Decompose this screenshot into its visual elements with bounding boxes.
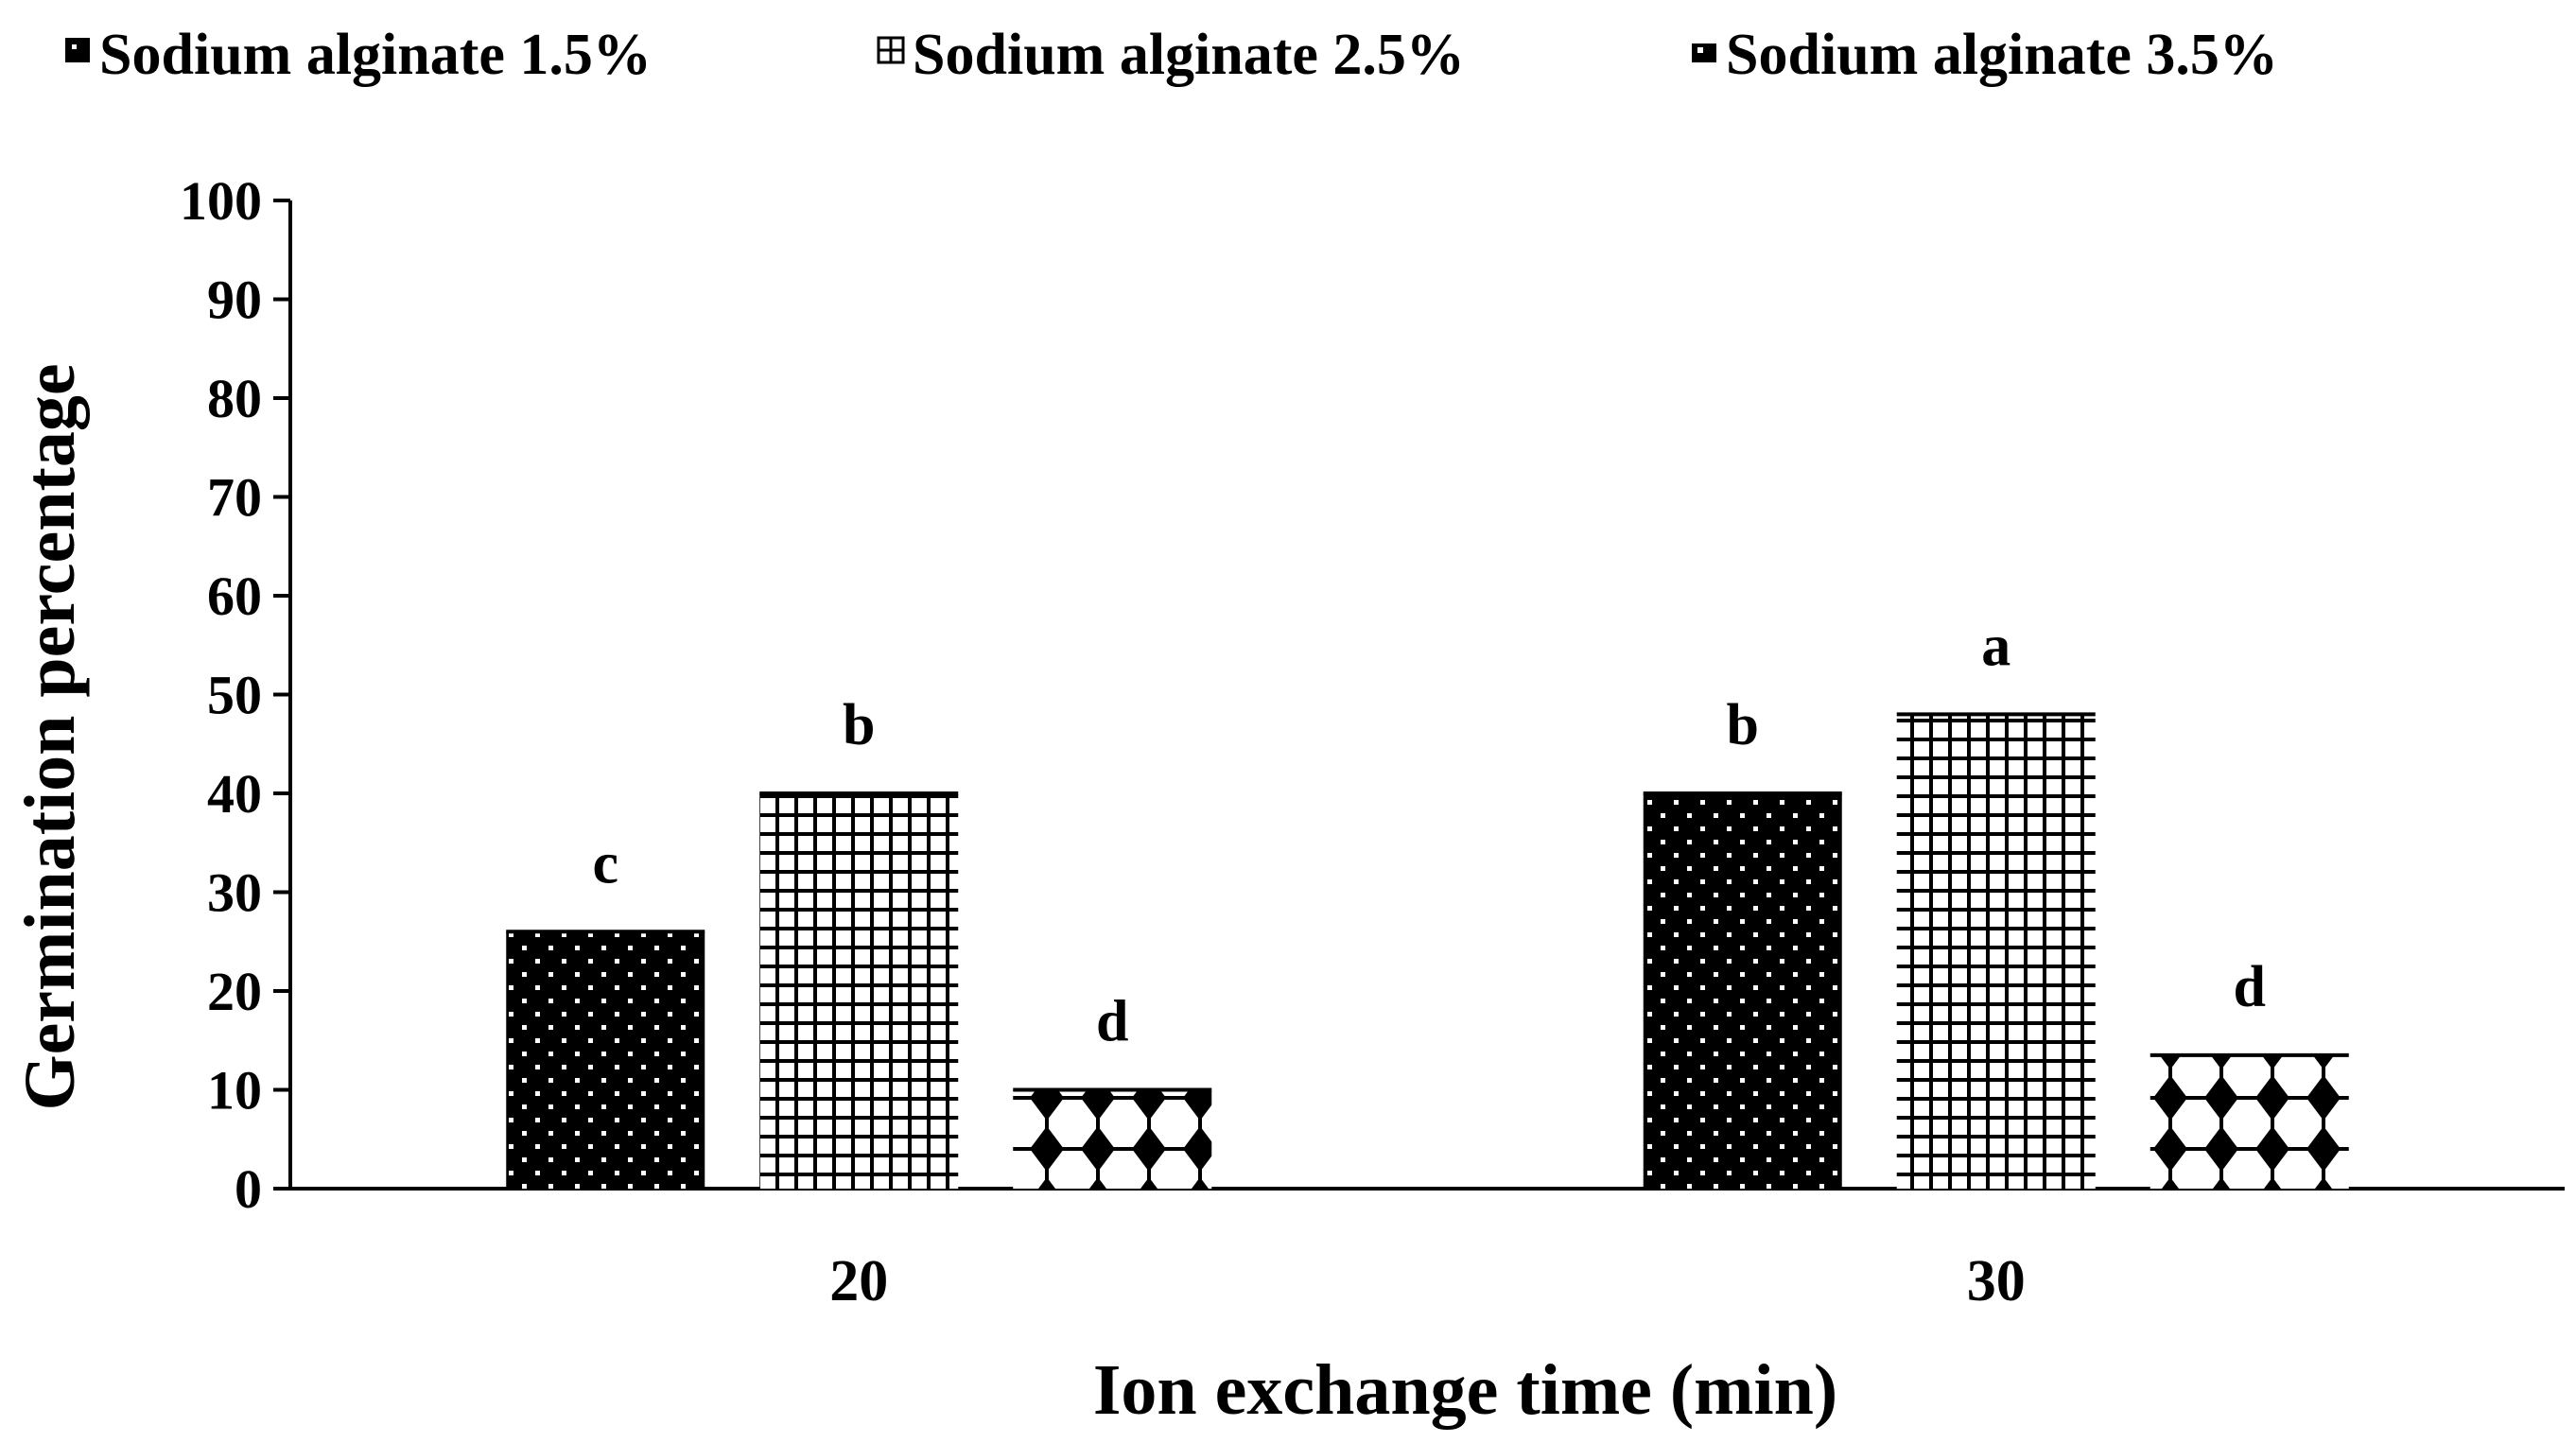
bar-1-30 <box>1643 793 1842 1189</box>
x-tick-label: 20 <box>829 1249 888 1313</box>
legend-label: Sodium alginate 2.5% <box>913 23 1465 87</box>
significance-labels: c b d b a d <box>592 614 2266 1053</box>
significance-label: d <box>2234 955 2266 1019</box>
significance-label: b <box>1727 693 1759 757</box>
legend-swatch <box>1692 43 1716 62</box>
bar-3-20 <box>1013 1089 1212 1189</box>
y-axis-title: Germination percentage <box>10 363 90 1110</box>
x-tick-label: 30 <box>1967 1249 2026 1313</box>
bars <box>506 712 2349 1189</box>
significance-label: b <box>843 693 875 757</box>
legend-item: Sodium alginate 1.5% <box>65 23 652 87</box>
bar-1-20 <box>506 931 705 1189</box>
y-tick-label: 50 <box>207 665 262 726</box>
y-tick-label: 40 <box>207 763 262 825</box>
y-tick-label: 30 <box>207 862 262 924</box>
y-tick-label: 60 <box>207 565 262 627</box>
legend-item: Sodium alginate 2.5% <box>877 23 1465 87</box>
y-tick-label: 80 <box>207 368 262 429</box>
x-axis: 20 30 <box>290 1187 2565 1313</box>
y-tick-label: 10 <box>207 1060 262 1121</box>
y-tick-label: 90 <box>207 269 262 331</box>
bar-2-20 <box>759 793 959 1189</box>
y-tick-label: 70 <box>207 467 262 529</box>
bar-3-30 <box>2150 1054 2349 1189</box>
significance-label: a <box>1981 614 2010 678</box>
y-tick-label: 0 <box>235 1158 262 1220</box>
significance-label: c <box>592 831 618 895</box>
x-axis-title: Ion exchange time (min) <box>1093 1350 1837 1430</box>
legend-item: Sodium alginate 3.5% <box>1692 23 2278 87</box>
significance-label: d <box>1096 990 1128 1054</box>
y-tick-label: 100 <box>180 170 262 232</box>
y-axis: 0 10 20 30 40 50 60 70 80 90 100 <box>180 170 292 1220</box>
bar-2-30 <box>1896 714 2096 1189</box>
legend-swatch <box>65 38 90 62</box>
legend: Sodium alginate 1.5% Sodium alginate 2.5%… <box>65 23 2278 87</box>
y-tick-label: 20 <box>207 961 262 1022</box>
legend-label: Sodium alginate 1.5% <box>99 23 652 87</box>
legend-label: Sodium alginate 3.5% <box>1726 23 2278 87</box>
